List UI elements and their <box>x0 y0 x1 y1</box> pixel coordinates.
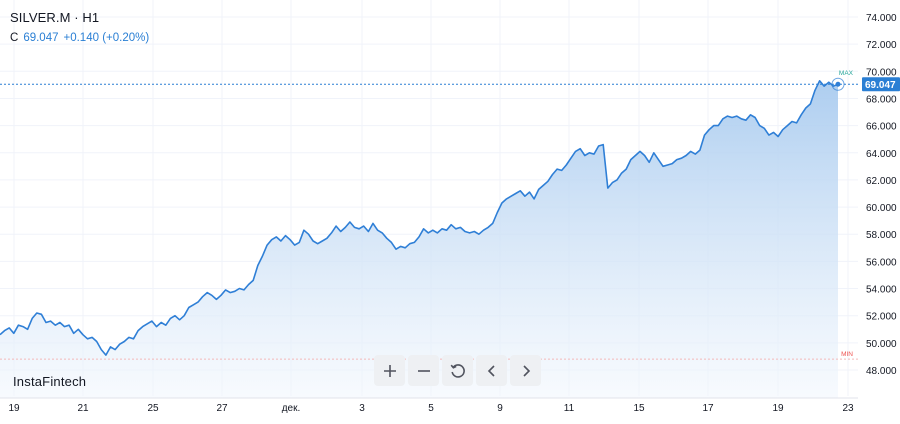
close-change: +0.140 (+0.20%) <box>63 32 150 44</box>
reset-view-button[interactable] <box>442 355 473 386</box>
last-point-dot <box>835 81 841 87</box>
scroll-right-button[interactable] <box>510 355 541 386</box>
max-label: MAX <box>839 70 854 77</box>
watermark-logo: InstaFintech <box>13 374 87 389</box>
zoom-toolbar <box>374 355 541 386</box>
y-tick-label: 56.000 <box>866 257 897 268</box>
series-area-fill <box>0 80 838 399</box>
last-price-tag <box>862 77 900 92</box>
y-tick-label: 54.000 <box>866 285 897 296</box>
area-layer <box>0 80 839 399</box>
last-price-tag-label: 69.047 <box>865 80 896 91</box>
y-tick-label: 48.000 <box>866 366 897 377</box>
reset-icon <box>450 363 465 378</box>
y-tick-label: 74.000 <box>866 13 897 24</box>
x-tick-label: 25 <box>147 403 159 414</box>
close-value: 69.047 <box>23 32 59 44</box>
zoom-out-icon <box>417 369 430 372</box>
y-tick-label: 60.000 <box>866 203 897 214</box>
chevron-left-icon <box>487 364 495 377</box>
x-axis: 19 21 25 27 дек. 3 5 9 11 15 17 19 23 <box>0 397 858 414</box>
x-tick-label: 15 <box>633 403 645 414</box>
y-tick-label: 62.000 <box>866 176 897 187</box>
y-tick-label: 64.000 <box>866 149 897 160</box>
x-tick-label: 11 <box>564 403 575 414</box>
x-tick-label: 3 <box>359 403 365 414</box>
scroll-left-button[interactable] <box>476 355 507 386</box>
min-label: MIN <box>841 351 853 358</box>
x-tick-label: 19 <box>8 403 20 414</box>
symbol-title: SILVER.M · H1 <box>10 10 100 25</box>
x-tick-label: дек. <box>282 403 301 414</box>
series-line <box>0 80 839 356</box>
chart-header: SILVER.M · H1 C 69.047 +0.140 (+0.20%) <box>10 10 149 44</box>
y-tick-label: 70.000 <box>866 67 897 78</box>
ohlc-readout: C 69.047 +0.140 (+0.20%) <box>10 32 149 44</box>
close-label: C <box>10 32 19 44</box>
y-tick-label: 66.000 <box>866 122 897 133</box>
y-tick-label: 58.000 <box>866 230 897 241</box>
x-tick-label: 21 <box>77 403 89 414</box>
x-tick-label: 23 <box>842 403 854 414</box>
y-tick-label: 52.000 <box>866 312 897 323</box>
x-tick-label: 17 <box>702 403 714 414</box>
x-tick-label: 27 <box>216 403 228 414</box>
zoom-in-icon <box>383 364 396 377</box>
x-tick-label: 5 <box>428 403 434 414</box>
zoom-in-button[interactable] <box>374 355 405 386</box>
x-tick-label: 19 <box>772 403 784 414</box>
chevron-right-icon <box>522 364 530 377</box>
zoom-out-button[interactable] <box>408 355 439 386</box>
y-tick-label: 68.000 <box>866 94 897 105</box>
y-tick-label: 72.000 <box>866 40 897 51</box>
y-tick-label: 50.000 <box>866 339 897 350</box>
y-axis: 74.000 72.000 70.000 68.000 66.000 64.000 62.0… <box>862 13 900 377</box>
last-point-ring <box>831 77 845 91</box>
x-tick-label: 9 <box>497 403 503 414</box>
